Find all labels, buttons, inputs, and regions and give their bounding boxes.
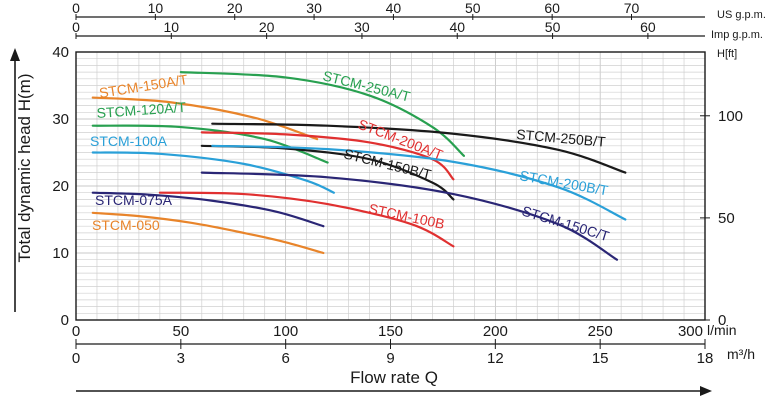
x-tick-label-m3h: 18 bbox=[697, 350, 714, 367]
x-tick-label-impgpm: 20 bbox=[259, 19, 275, 35]
x-tick-label-lmin: 0 bbox=[72, 323, 80, 340]
x-axis-arrow bbox=[76, 386, 712, 396]
y-tick-label-m: 0 bbox=[61, 312, 69, 329]
plot-frame bbox=[75, 51, 706, 321]
x-tick-label-lmin: 200 bbox=[483, 323, 508, 340]
curve-stcm-050 bbox=[91, 211, 325, 255]
curve-label-stcm-250b-t: STCM-250B/T bbox=[516, 126, 607, 150]
curve-stcm-100a bbox=[91, 151, 335, 194]
y-tick-label-ft: 100 bbox=[718, 108, 743, 125]
x-tick-label-m3h: 6 bbox=[281, 350, 289, 367]
curve-stcm-150c-t bbox=[200, 171, 619, 261]
x-tick-label-impgpm: 0 bbox=[72, 19, 80, 35]
curve-stcm-100b bbox=[158, 191, 455, 248]
x-tick-label-lmin: 50 bbox=[172, 323, 189, 340]
m3h-unit-label: m³/h bbox=[727, 346, 755, 362]
x-tick-label-m3h: 12 bbox=[487, 350, 504, 367]
x-tick-label-impgpm: 10 bbox=[164, 19, 180, 35]
x-tick-label-usgpm: 60 bbox=[544, 0, 560, 16]
y-axis-title: Total dynamic head H(m) bbox=[15, 74, 34, 263]
x-tick-label-impgpm: 50 bbox=[545, 19, 561, 35]
y-tick-label-m: 10 bbox=[52, 245, 69, 262]
us-gpm-unit-label: US g.p.m. bbox=[717, 9, 766, 21]
y-tick-label-m: 20 bbox=[52, 178, 69, 195]
y-tick-label-ft: 0 bbox=[718, 312, 726, 329]
curve-stcm-250b-t bbox=[211, 122, 627, 174]
y-tick-label-ft: 50 bbox=[718, 210, 735, 227]
x-tick-label-impgpm: 60 bbox=[640, 19, 656, 35]
plot-border bbox=[75, 51, 706, 321]
curve-stcm-200b-t bbox=[211, 144, 627, 221]
lmin-unit-label: l/min bbox=[707, 322, 737, 338]
x-tick-label-m3h: 9 bbox=[386, 350, 394, 367]
x-tick-label-usgpm: 70 bbox=[624, 0, 640, 16]
x-tick-label-usgpm: 30 bbox=[306, 0, 322, 16]
x-tick-label-usgpm: 10 bbox=[148, 0, 164, 16]
curve-label-stcm-200b-t: STCM-200B/T bbox=[518, 167, 609, 198]
curve-label-stcm-050: STCM-050 bbox=[92, 217, 160, 233]
x-tick-label-usgpm: 50 bbox=[465, 0, 481, 16]
curve-label-stcm-100b: STCM-100B bbox=[367, 200, 446, 232]
x-tick-label-m3h: 0 bbox=[72, 350, 80, 367]
x-tick-label-usgpm: 40 bbox=[386, 0, 402, 16]
curve-label-stcm-150a-t: STCM-150A/T bbox=[98, 71, 189, 101]
y-tick-label-m: 30 bbox=[52, 111, 69, 128]
x-tick-label-impgpm: 30 bbox=[354, 19, 370, 35]
x-tick-label-lmin: 300 bbox=[678, 323, 703, 340]
curve-label-stcm-120a-t: STCM-120A/T bbox=[96, 99, 187, 121]
curve-stcm-150a-t bbox=[91, 96, 319, 141]
x-axis-title: Flow rate Q bbox=[350, 368, 438, 387]
y-tick-label-m: 40 bbox=[52, 44, 69, 61]
x-tick-label-lmin: 150 bbox=[378, 323, 403, 340]
y-axis-arrow bbox=[10, 48, 20, 312]
pump-curves: STCM-250A/TSTCM-150A/TSTCM-120A/TSTCM-20… bbox=[90, 67, 627, 261]
x-tick-label-m3h: 15 bbox=[592, 350, 609, 367]
x-tick-label-m3h: 3 bbox=[177, 350, 185, 367]
imp-gpm-unit-label: Imp g.p.m. bbox=[711, 29, 763, 41]
x-tick-label-lmin: 100 bbox=[273, 323, 298, 340]
curve-stcm-075a bbox=[91, 191, 325, 228]
chart-grid bbox=[75, 51, 706, 321]
x-tick-label-lmin: 250 bbox=[588, 323, 613, 340]
curve-stcm-200a-t bbox=[200, 131, 455, 181]
curve-label-stcm-075a: STCM-075A bbox=[95, 192, 173, 208]
curve-label-stcm-100a: STCM-100A bbox=[90, 133, 168, 149]
head-ft-unit-label: H[ft] bbox=[717, 48, 737, 60]
x-tick-label-impgpm: 40 bbox=[449, 19, 465, 35]
x-tick-label-usgpm: 0 bbox=[72, 0, 80, 16]
x-tick-label-usgpm: 20 bbox=[227, 0, 243, 16]
curve-label-stcm-150c-t: STCM-150C/T bbox=[520, 203, 611, 245]
